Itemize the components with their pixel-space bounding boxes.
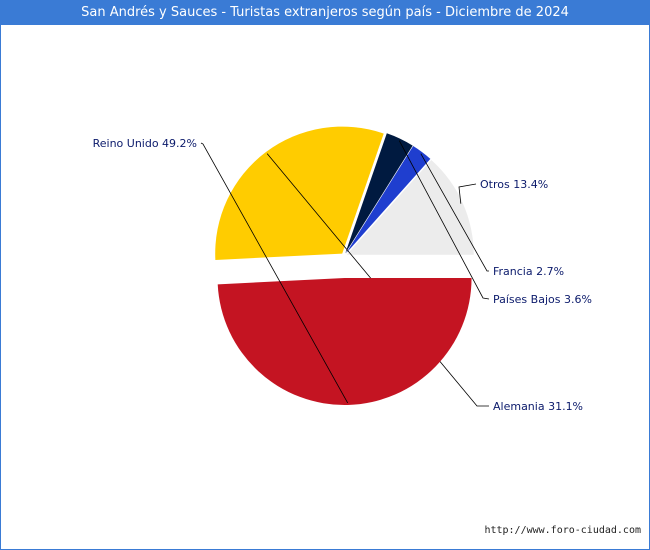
slice-label-reino-unido: Reino Unido 49.2% <box>93 137 197 150</box>
pie-slice-francia <box>345 145 431 254</box>
pie-slice-pa-ses-bajos <box>345 133 413 254</box>
leader-line-otros <box>458 183 477 204</box>
chart-title: San Andrés y Sauces - Turistas extranjer… <box>1 1 649 25</box>
pie-slice-reino-unido <box>217 277 472 405</box>
slice-label-otros: Otros 13.4% <box>480 178 548 191</box>
source-link[interactable]: http://www.foro-ciudad.com <box>484 525 641 536</box>
leader-line-francia <box>420 153 489 272</box>
slice-label-alemania: Alemania 31.1% <box>493 400 583 413</box>
leader-line-alemania <box>266 153 489 407</box>
pie-slice-alemania <box>215 126 384 260</box>
slice-label-francia: Francia 2.7% <box>493 265 564 278</box>
leader-line-reino-unido <box>200 142 349 404</box>
slice-label-pa-ses-bajos: Países Bajos 3.6% <box>493 293 592 306</box>
leader-line-pa-ses-bajos <box>398 140 490 300</box>
pie-slice-otros <box>346 160 474 255</box>
